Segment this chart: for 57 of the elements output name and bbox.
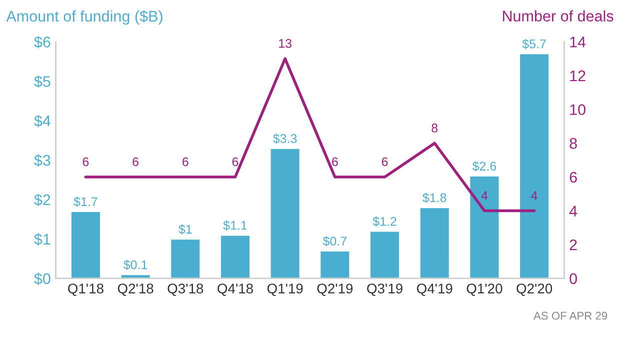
data-label: $1.7 bbox=[74, 196, 98, 207]
data-label: 4 bbox=[531, 191, 538, 200]
y2-tick-label: 6 bbox=[570, 172, 577, 183]
data-label: $1.2 bbox=[372, 216, 396, 227]
y-tick-label: $4 bbox=[34, 114, 50, 128]
y-axis-title: Amount of funding ($B) bbox=[6, 10, 162, 25]
y2-tick-label: 14 bbox=[570, 36, 586, 48]
data-label: $0.7 bbox=[322, 236, 346, 246]
data-label: $2.6 bbox=[472, 161, 496, 172]
bar bbox=[468, 175, 500, 278]
data-label: 6 bbox=[332, 157, 338, 166]
data-label: $0.1 bbox=[124, 260, 148, 270]
y2-tick-label: 4 bbox=[569, 206, 578, 216]
y2-tick-label: 2 bbox=[570, 239, 577, 250]
bar bbox=[269, 148, 301, 278]
data-label: 13 bbox=[279, 39, 292, 48]
bar bbox=[418, 206, 450, 278]
data-label: 4 bbox=[481, 191, 488, 200]
x-tick-label: Q4'19 bbox=[416, 284, 452, 296]
y2-tick-label: 12 bbox=[570, 70, 586, 82]
bar bbox=[70, 210, 102, 278]
data-label: 8 bbox=[432, 124, 438, 132]
x-tick-label: Q1'20 bbox=[466, 284, 502, 296]
text: AS OF APR 29 bbox=[534, 312, 608, 320]
y-tick-label: $2 bbox=[34, 194, 50, 206]
y2-axis-title: Number of deals bbox=[502, 10, 614, 22]
bar bbox=[319, 250, 351, 278]
x-tick-label: Q3'18 bbox=[168, 284, 204, 296]
x-tick-label: Q2'20 bbox=[516, 284, 552, 296]
x-tick-label: Q1'18 bbox=[68, 284, 104, 296]
y-tick-label: $3 bbox=[34, 154, 50, 167]
data-label: $5.7 bbox=[522, 38, 546, 50]
y2-tick-label: 0 bbox=[570, 273, 577, 284]
x-tick-label: Q3'19 bbox=[367, 284, 402, 296]
bar bbox=[369, 230, 400, 278]
y-tick-label: $1 bbox=[34, 233, 50, 246]
data-label: 6 bbox=[382, 157, 388, 166]
y-tick-label: $6 bbox=[34, 36, 50, 48]
x-tick-label: Q4'18 bbox=[218, 284, 253, 296]
data-label: 6 bbox=[132, 157, 138, 166]
data-label: 6 bbox=[82, 157, 89, 166]
y-tick-label: $0 bbox=[34, 272, 50, 285]
x-tick-label: Q1'19 bbox=[267, 284, 303, 296]
x-tick-label: Q2'18 bbox=[118, 284, 154, 296]
bar bbox=[170, 238, 202, 278]
bar bbox=[518, 52, 550, 278]
data-label: 6 bbox=[182, 157, 188, 166]
data-label: $1.8 bbox=[422, 192, 446, 203]
x-tick-label: Q2'19 bbox=[317, 284, 353, 296]
data-label: $3.3 bbox=[273, 134, 297, 144]
y2-tick-label: 8 bbox=[570, 138, 577, 149]
data-label: $1 bbox=[178, 224, 192, 234]
data-label: $1.1 bbox=[223, 220, 247, 231]
data-label: 6 bbox=[232, 157, 238, 166]
y-tick-label: $5 bbox=[34, 75, 50, 88]
y2-tick-label: 10 bbox=[570, 104, 586, 116]
bar bbox=[220, 234, 251, 278]
